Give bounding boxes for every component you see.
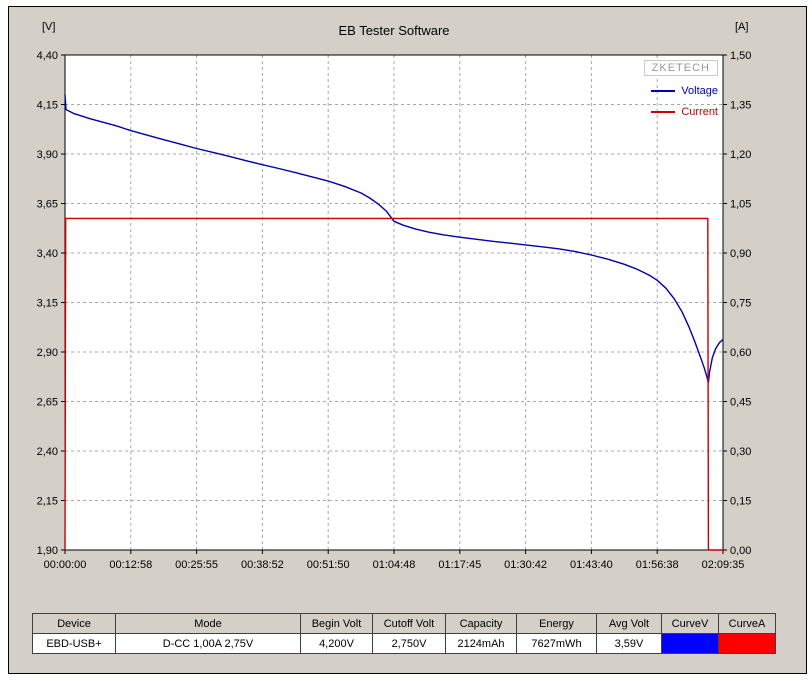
y-right-tick-label: 0,75 (730, 298, 751, 310)
voltage-curve (64, 94, 724, 384)
results-table: Device Mode Begin Volt Cutoff Volt Capac… (32, 613, 776, 654)
col-header-curvev: CurveV (661, 613, 719, 634)
y-right-tick-label: 0,90 (730, 248, 751, 260)
col-header-energy: Energy (516, 613, 597, 634)
x-tick-label: 00:00:00 (44, 559, 87, 571)
x-tick-label: 00:51:50 (307, 559, 350, 571)
x-tick-label: 01:04:48 (373, 559, 416, 571)
legend: ZKETECH Voltage Current (590, 58, 718, 118)
x-tick-label: 00:12:58 (109, 559, 152, 571)
y-right-tick-label: 1,50 (730, 50, 751, 62)
cell-energy: 7627mWh (516, 633, 597, 654)
chart-title: EB Tester Software (338, 23, 450, 38)
voltage-line-swatch (651, 90, 676, 92)
x-tick-label: 00:25:55 (175, 559, 218, 571)
y-right-tick-label: 0,60 (730, 347, 751, 359)
y-left-tick-label: 4,15 (37, 100, 58, 112)
y-left-tick-label: 4,40 (37, 50, 58, 62)
y-right-tick-label: 1,35 (730, 100, 751, 112)
y-right-tick-label: 0,30 (730, 446, 751, 458)
legend-label-current: Current (681, 106, 718, 118)
cell-begin-volt: 4,200V (300, 633, 373, 654)
y-right-tick-label: 0,45 (730, 397, 751, 409)
left-axis-unit-label: [V] (42, 21, 56, 33)
cell-cutoff-volt: 2,750V (372, 633, 446, 654)
col-header-avg-volt: Avg Volt (596, 613, 662, 634)
col-header-capacity: Capacity (445, 613, 517, 634)
right-axis-unit-label: [A] (735, 21, 749, 33)
current-line-swatch (651, 111, 676, 113)
cell-avg-volt: 3,59V (596, 633, 662, 654)
legend-item-current: Current (590, 106, 718, 118)
current-curve (64, 217, 723, 551)
y-right-tick-label: 1,05 (730, 199, 751, 211)
y-right-tick-label: 0,00 (730, 545, 751, 557)
col-header-begin-volt: Begin Volt (300, 613, 373, 634)
x-tick-label: 01:43:40 (570, 559, 613, 571)
cell-mode: D-CC 1,00A 2,75V (115, 633, 301, 654)
y-left-tick-label: 3,15 (37, 298, 58, 310)
brand-watermark: ZKETECH (643, 60, 718, 76)
x-tick-label: 00:38:52 (241, 559, 284, 571)
y-right-tick-label: 1,20 (730, 149, 751, 161)
y-left-tick-label: 3,40 (37, 248, 58, 260)
y-left-tick-label: 2,40 (37, 446, 58, 458)
x-tick-label: 02:09:35 (702, 559, 745, 571)
col-header-cutoff-volt: Cutoff Volt (372, 613, 446, 634)
y-left-tick-label: 3,90 (37, 149, 58, 161)
y-left-tick-label: 3,65 (37, 199, 58, 211)
y-left-tick-label: 2,65 (37, 397, 58, 409)
x-tick-label: 01:30:42 (504, 559, 547, 571)
x-tick-label: 01:17:45 (438, 559, 481, 571)
y-left-tick-label: 2,15 (37, 496, 58, 508)
table-row: EBD-USB+ D-CC 1,00A 2,75V 4,200V 2,750V … (32, 633, 776, 654)
x-tick-label: 01:56:38 (636, 559, 679, 571)
y-right-tick-label: 0,15 (730, 496, 751, 508)
col-header-mode: Mode (115, 613, 301, 634)
y-left-tick-label: 2,90 (37, 347, 58, 359)
table-header-row: Device Mode Begin Volt Cutoff Volt Capac… (32, 613, 776, 634)
legend-item-voltage: Voltage (590, 85, 718, 97)
curvea-color-swatch[interactable] (718, 633, 776, 654)
cell-device: EBD-USB+ (32, 633, 116, 654)
y-left-tick-label: 1,90 (37, 545, 58, 557)
col-header-curvea: CurveA (718, 613, 776, 634)
curvev-color-swatch[interactable] (661, 633, 719, 654)
cell-capacity: 2124mAh (445, 633, 517, 654)
legend-label-voltage: Voltage (681, 85, 718, 97)
col-header-device: Device (32, 613, 116, 634)
